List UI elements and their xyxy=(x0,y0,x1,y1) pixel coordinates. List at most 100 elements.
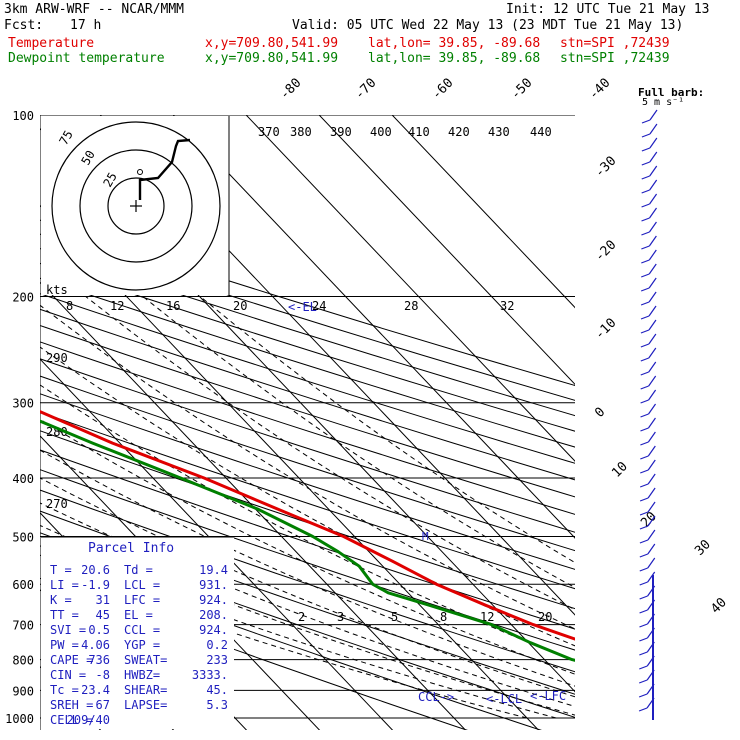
dry-adiabat xyxy=(40,219,575,387)
wind-barb-staff xyxy=(649,109,658,121)
parcel-key: YGP = xyxy=(124,638,160,652)
wind-barb-flag xyxy=(639,665,648,670)
mixing-ratio-label: 12 xyxy=(480,610,494,624)
moist-adiabat xyxy=(142,296,575,589)
dry-adiabat xyxy=(40,262,575,432)
wind-barb-staff xyxy=(648,403,657,415)
mixing-ratio-label: 16 xyxy=(166,299,180,313)
parcel-value: 233 xyxy=(206,653,228,667)
wind-barb-flag xyxy=(639,567,648,572)
temperature-profile xyxy=(40,410,575,641)
dry-adiabat xyxy=(40,411,575,590)
isotherm-line xyxy=(172,115,575,539)
dry-adiabat xyxy=(40,489,575,673)
hodograph-marker xyxy=(137,169,143,175)
mixing-ratio-label: 24 xyxy=(312,299,326,313)
wind-barb-staff xyxy=(648,249,657,261)
parcel-key: LI = xyxy=(50,578,79,592)
parcel-key: HWBZ= xyxy=(124,668,160,682)
wind-barb-flag xyxy=(640,441,649,446)
dry-adiabat xyxy=(40,233,575,401)
wind-barb-flag xyxy=(638,707,648,712)
isotherm-label: 0 xyxy=(592,405,608,421)
pressure-label: 400 xyxy=(12,472,34,486)
wind-barb-flag xyxy=(639,525,649,530)
parcel-key: Tc = xyxy=(50,683,79,697)
parcel-value: -1.9 xyxy=(81,578,110,592)
isotherm-label: 30 xyxy=(692,537,714,559)
pressure-label: 600 xyxy=(12,578,34,592)
moist-adiabat xyxy=(199,296,575,564)
wind-barb-staff xyxy=(649,193,658,205)
wind-barb-flag xyxy=(641,189,650,194)
parcel-title: Parcel Info xyxy=(88,541,174,556)
hodograph-ring-label: 50 xyxy=(78,148,97,168)
parcel-value: 924. xyxy=(199,593,228,607)
wind-barb-flag xyxy=(639,581,648,586)
isotherm-label: -20 xyxy=(592,238,619,265)
parcel-key: LAPSE= xyxy=(124,698,167,712)
wind-barb-flag xyxy=(640,301,650,306)
dry-adiabat xyxy=(40,449,575,630)
wind-barb-staff xyxy=(647,487,656,499)
wind-barb-flag xyxy=(638,679,648,684)
parcel-key: CELL = xyxy=(50,713,93,727)
wind-barb-flag xyxy=(640,371,649,376)
wind-barb-staff xyxy=(647,431,656,443)
pressure-label: 800 xyxy=(12,654,34,668)
isotherm-label: 10 xyxy=(609,459,631,481)
wind-barb-flag xyxy=(640,385,649,390)
moist-adiabat xyxy=(40,304,575,630)
el-label: <-EL xyxy=(288,300,317,314)
wind-barb-staff xyxy=(647,459,656,471)
theta-label: 390 xyxy=(330,125,352,139)
parcel-value: 5.3 xyxy=(206,698,228,712)
wind-barb-staff xyxy=(649,151,658,163)
wind-barbs: Full barb:5 m s⁻¹ xyxy=(638,86,704,720)
wind-barb-staff xyxy=(649,123,658,135)
moist-adiabat xyxy=(40,449,575,687)
theta-label: 430 xyxy=(488,125,510,139)
parcel-info-box: Parcel Info T = 20.6 Td = 19.4 LI = -1.9 LCL = 9… xyxy=(41,536,234,729)
wind-barb-flag xyxy=(638,693,648,698)
isotherm-label: 40 xyxy=(708,595,730,617)
isotherm-line xyxy=(391,115,575,309)
isotherm-line xyxy=(318,115,575,386)
dry-adiabat xyxy=(40,577,468,730)
isotherm-label: -50 xyxy=(508,76,535,103)
mixing-ratio-label: 12 xyxy=(110,299,124,313)
theta-label: 270 xyxy=(46,497,68,511)
wind-barb-flag xyxy=(641,245,650,250)
isotherm-label: -70 xyxy=(352,76,379,103)
moist-adiabat xyxy=(40,384,575,662)
wind-barb-staff xyxy=(648,333,657,345)
wind-barb-flag xyxy=(641,203,650,208)
theta-label: 370 xyxy=(258,125,280,139)
ccl-label: CCL-> xyxy=(418,690,454,704)
wind-barb-staff xyxy=(647,501,656,513)
mixing-ratio-label: 8 xyxy=(440,610,447,624)
wind-barb-staff xyxy=(648,375,657,387)
wind-barb-flag xyxy=(639,483,649,488)
wind-barb-flag xyxy=(640,287,650,292)
wind-barb-staff xyxy=(648,277,657,289)
wind-barb-staff xyxy=(648,221,657,233)
dry-adiabat xyxy=(40,324,575,498)
wind-barb-flag xyxy=(640,315,650,320)
parcel-value: 67 xyxy=(96,698,110,712)
parcel-value: 19.4 xyxy=(199,563,228,577)
parcel-value: 23.4 xyxy=(81,683,110,697)
hodograph-ring-label: 75 xyxy=(56,128,75,148)
lcl-label: <-LCL xyxy=(486,692,522,706)
parcel-box-background xyxy=(41,537,234,729)
legend-temperature-name: Temperature xyxy=(8,36,95,51)
dry-adiabat xyxy=(40,358,575,533)
legend-dewpoint-xy: x,y=709.80,541.99 xyxy=(205,51,339,66)
parcel-value: 20.6 xyxy=(81,563,110,577)
mixing-ratio-label: 2 xyxy=(298,610,305,624)
wind-barb-staff xyxy=(649,179,658,191)
parcel-value: 45. xyxy=(206,683,228,697)
wind-barb-staff xyxy=(648,389,657,401)
isotherm-line xyxy=(245,115,575,462)
